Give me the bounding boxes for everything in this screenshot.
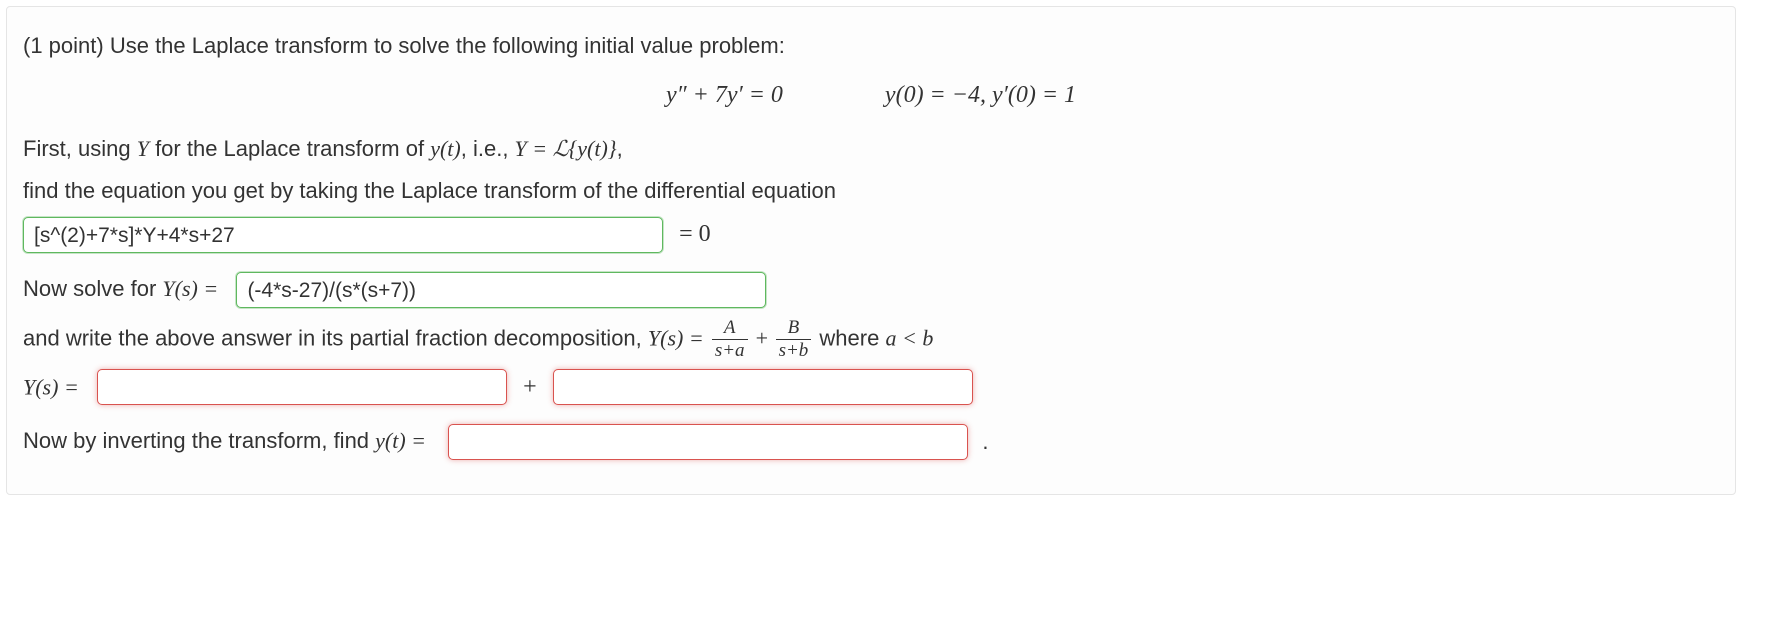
plus-1: +: [756, 325, 774, 350]
step1-text3: , i.e.,: [461, 136, 515, 161]
a-lt-b: a < b: [885, 325, 933, 350]
Ys-input[interactable]: (-4*s-27)/(s*(s+7)): [236, 272, 766, 308]
step4-text: Now by inverting the transform, find: [23, 428, 375, 453]
equation-line: y″ + 7y′ = 0 y(0) = −4, y′(0) = 1: [23, 77, 1719, 114]
points-label: (1 point): [23, 33, 110, 58]
frac-B-num: B: [776, 318, 812, 339]
step1-comma: ,: [617, 136, 623, 161]
Ys-eq: Y(s) =: [648, 325, 704, 350]
step1-text: First, using: [23, 136, 137, 161]
Ys-eq-2: Y(s) =: [23, 374, 79, 399]
ode-equation: y″ + 7y′ = 0: [666, 82, 783, 108]
Ys-label: Y(s) =: [162, 276, 218, 301]
step2-row: Now solve for Y(s) = (-4*s-27)/(s*(s+7)): [23, 272, 1719, 308]
equals-zero: = 0: [679, 221, 711, 247]
y-of-t: y(t): [430, 136, 461, 161]
Y-symbol: Y: [137, 136, 149, 161]
step3-line1: and write the above answer in its partia…: [23, 318, 1719, 361]
step4-row: Now by inverting the transform, find y(t…: [23, 424, 1719, 460]
initial-conditions: y(0) = −4, y′(0) = 1: [885, 82, 1076, 108]
partial-fraction-B-input[interactable]: [553, 369, 973, 405]
partial-fraction-A-input[interactable]: [97, 369, 507, 405]
step1-text2: for the Laplace transform of: [149, 136, 430, 161]
intro-line: (1 point) Use the Laplace transform to s…: [23, 29, 1719, 63]
plus-2: +: [513, 374, 547, 400]
frac-A-num: A: [712, 318, 748, 339]
step3-line2: Y(s) = +: [23, 369, 1719, 406]
frac-A-den: s+a: [712, 339, 748, 361]
Y-def: Y = ℒ{y(t)}: [515, 136, 617, 161]
step1-line2: find the equation you get by taking the …: [23, 174, 1719, 208]
laplace-equation-input[interactable]: [s^(2)+7*s]*Y+4*s+27: [23, 217, 663, 253]
step1-line1: First, using Y for the Laplace transform…: [23, 132, 1719, 166]
frac-B-den: s+b: [776, 339, 812, 361]
step3-text: and write the above answer in its partia…: [23, 325, 648, 350]
fraction-A: A s+a: [712, 318, 748, 361]
step1-instruction: find the equation you get by taking the …: [23, 178, 836, 203]
intro-text: Use the Laplace transform to solve the f…: [110, 33, 785, 58]
step1-input-row: [s^(2)+7*s]*Y+4*s+27 = 0: [23, 216, 1719, 253]
final-period: .: [982, 429, 988, 454]
fraction-B: B s+b: [776, 318, 812, 361]
step2-label-pre: Now solve for: [23, 276, 162, 301]
yt-eq: y(t) =: [375, 428, 426, 453]
problem-container: (1 point) Use the Laplace transform to s…: [6, 6, 1736, 495]
yt-input[interactable]: [448, 424, 968, 460]
where-text: where: [819, 325, 885, 350]
